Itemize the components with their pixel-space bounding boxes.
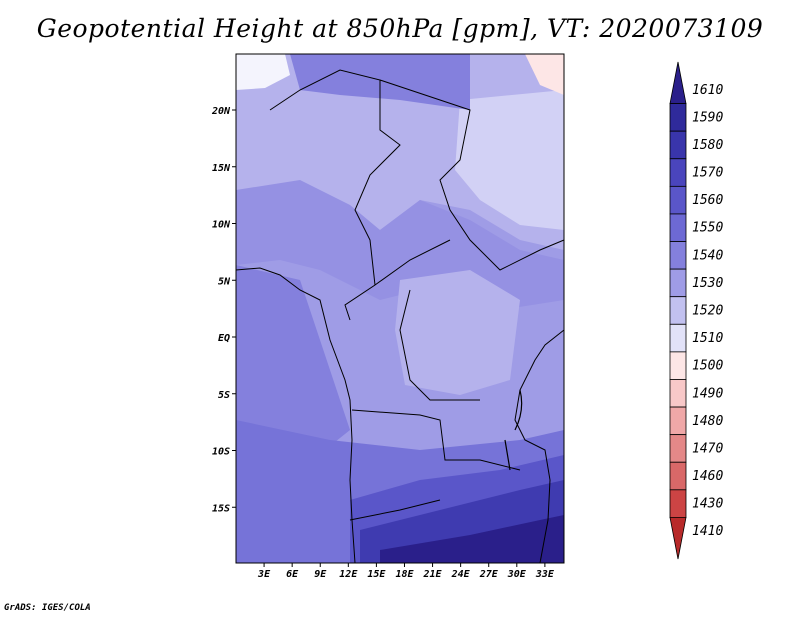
colorbar-label: 1520 [692, 304, 723, 319]
colorbar-swatch [669, 103, 687, 132]
colorbar-label: 1460 [692, 469, 723, 484]
lon-tick-label: 9E [314, 569, 327, 580]
colorbar-label: 1490 [692, 386, 723, 401]
lat-tick-label: 15S [212, 503, 230, 514]
field-west-ocean [236, 265, 350, 470]
colorbar-swatch [669, 379, 687, 408]
lat-tick-label: 20N [211, 106, 231, 117]
colorbar-swatch [669, 268, 687, 298]
lon-tick-label: 3E [257, 569, 271, 580]
lat-tick-label: EQ [218, 333, 230, 344]
lon-tick-label: 6E [286, 569, 299, 580]
field-northeast-lighter [455, 90, 564, 230]
colorbar-label: 1540 [692, 248, 723, 263]
grads-credit: GrADS: IGES/COLA [4, 603, 91, 613]
field-northwest-white [236, 54, 290, 90]
lon-tick-label: 30E [507, 569, 527, 580]
map-panel [235, 53, 565, 564]
colorbar-swatch [669, 323, 687, 353]
colorbar-label: 1470 [692, 441, 723, 456]
colorbar-label: 1590 [692, 110, 723, 125]
lat-tick-label: 5S [218, 390, 230, 401]
lake-lines [504, 389, 523, 471]
lon-tick-label: 15E [367, 569, 386, 580]
field-south-darkest [380, 515, 564, 563]
colorbar-label: 1430 [692, 497, 723, 512]
colorbar-swatch [669, 406, 687, 436]
colorbar-label: 1570 [692, 166, 723, 181]
colorbar-label: 1560 [692, 193, 723, 208]
lat-tick-label: 10N [212, 220, 231, 231]
colorbar-label: 1500 [692, 359, 723, 374]
longitude-axis: 3E 6E 9E 12E 15E 18E 21E 24E 27E 30E 33E [257, 563, 555, 580]
colorbar-swatch [669, 517, 687, 560]
lon-tick-label: 27E [479, 569, 499, 580]
lat-tick-label: 5N [218, 276, 231, 287]
lon-tick-label: 12E [339, 569, 358, 580]
coastline-west-africa [235, 267, 356, 564]
field-congo-light [395, 270, 520, 395]
colorbar-swatch [669, 130, 687, 160]
map-title: Geopotential Height at 850hPa [gpm], VT:… [36, 14, 764, 43]
colorbar-label: 1580 [692, 138, 723, 153]
border-lines [269, 69, 565, 521]
colorbar-swatch [669, 158, 687, 187]
lon-tick-label: 24E [451, 569, 471, 580]
lat-tick-label: 10S [212, 447, 230, 458]
colorbar-swatch [669, 61, 687, 104]
colorbar-label: 1510 [692, 331, 723, 346]
colorbar-swatch [669, 241, 687, 270]
colorbar-label: 1530 [692, 276, 723, 291]
colorbar-swatch [669, 351, 687, 380]
lon-tick-label: 18E [395, 569, 414, 580]
colorbar-swatch [669, 461, 687, 491]
lat-tick-label: 15N [212, 163, 231, 174]
map-frame [235, 53, 565, 564]
lon-tick-label: 33E [535, 569, 555, 580]
colorbar-label: 1410 [692, 524, 723, 539]
latitude-axis: 20N 15N 10N 5N EQ 5S 10S 15S [211, 106, 236, 514]
colorbar-swatch [669, 185, 687, 215]
colorbar-swatch [669, 434, 687, 463]
colorbar-label: 1480 [692, 414, 723, 429]
colorbar-label: 1610 [692, 83, 723, 98]
colorbar-label: 1550 [692, 221, 723, 236]
colorbar-swatch [669, 213, 687, 242]
field-northeast-pink [525, 54, 564, 95]
colorbar-swatch [669, 489, 687, 518]
colorbar: 1610 1590 1580 1570 1560 1550 1540 1530 1520 1510… [669, 61, 723, 560]
coastline-east-africa [514, 329, 565, 564]
colorbar-swatch [669, 296, 687, 325]
lon-tick-label: 21E [423, 569, 443, 580]
